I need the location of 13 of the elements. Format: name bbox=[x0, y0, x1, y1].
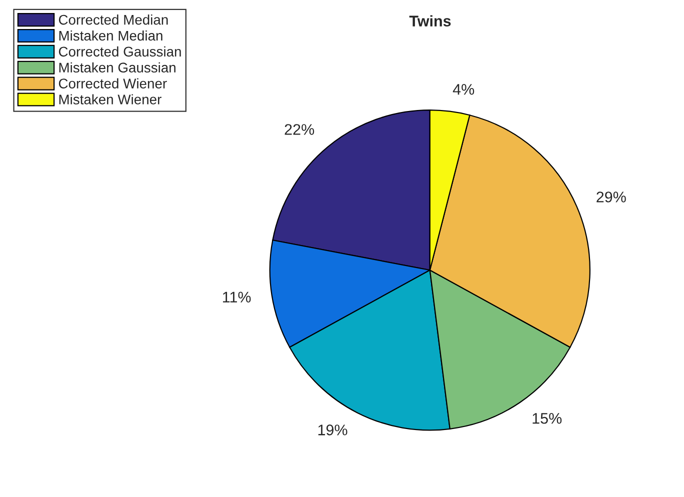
legend-label: Mistaken Wiener bbox=[59, 94, 162, 104]
legend-label: Corrected Gaussian bbox=[58, 46, 181, 57]
data-label: 19% bbox=[318, 424, 348, 436]
legend-label: Corrected Median bbox=[58, 14, 168, 25]
legend-label: Mistaken Median bbox=[59, 30, 162, 41]
data-label: 29% bbox=[596, 192, 626, 202]
chart-title: Twins bbox=[409, 15, 451, 26]
data-label: 22% bbox=[284, 124, 314, 135]
legend-label: Corrected Wiener bbox=[58, 78, 167, 88]
data-label: 4% bbox=[452, 84, 474, 95]
legend-label: Mistaken Gaussian bbox=[59, 62, 176, 73]
data-label: 11% bbox=[222, 292, 251, 302]
data-label: 15% bbox=[532, 413, 562, 424]
